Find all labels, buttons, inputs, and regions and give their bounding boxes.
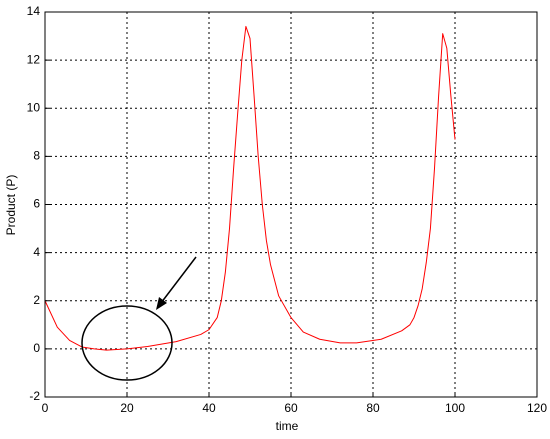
- y-tick-label: 8: [33, 149, 40, 163]
- y-axis-label: Product (P): [4, 175, 18, 236]
- y-tick-label: 2: [33, 293, 40, 307]
- y-tick-label: -2: [29, 389, 40, 403]
- y-tick-label: 4: [33, 245, 40, 259]
- y-tick-label: 12: [27, 52, 41, 66]
- marks: [44, 25, 456, 351]
- y-tick-label: 14: [27, 4, 41, 18]
- annotation-ellipse: [81, 305, 173, 381]
- y-tick-label: 0: [33, 341, 40, 355]
- x-tick-label: 60: [284, 401, 298, 415]
- axes-box: [44, 11, 538, 398]
- x-tick-label: 20: [120, 401, 134, 415]
- y-tick-label: 10: [27, 100, 41, 114]
- x-tick-label: 100: [445, 401, 465, 415]
- x-tick-label: 80: [366, 401, 380, 415]
- x-tick-label: 120: [527, 401, 547, 415]
- line: [44, 25, 456, 351]
- annotation-arrowhead: [156, 297, 167, 310]
- x-tick-label: 40: [202, 401, 216, 415]
- y-tick-label: 6: [33, 197, 40, 211]
- x-axis-label: time: [276, 419, 299, 433]
- x-tick-label: 0: [42, 401, 49, 415]
- annotation-arrow: [160, 256, 197, 304]
